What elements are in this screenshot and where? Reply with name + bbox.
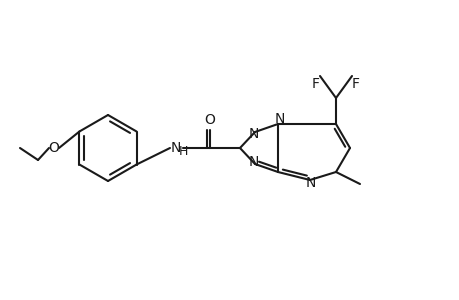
Text: N: N [305,176,315,190]
Text: N: N [170,141,181,155]
Text: O: O [49,141,59,155]
Text: N: N [248,127,258,141]
Text: O: O [204,113,215,127]
Text: N: N [274,112,285,126]
Text: H: H [178,145,187,158]
Text: F: F [351,77,359,91]
Text: F: F [311,77,319,91]
Text: N: N [248,155,258,169]
